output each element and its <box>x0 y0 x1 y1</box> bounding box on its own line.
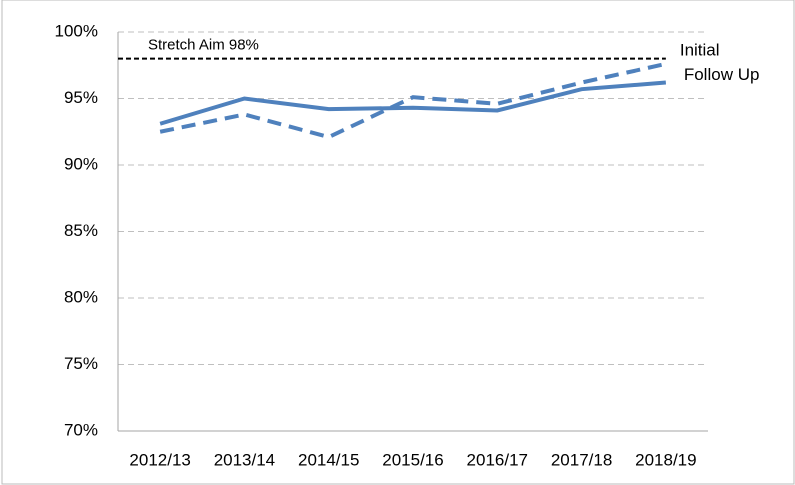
x-tick-label: 2018/19 <box>635 450 696 469</box>
y-tick-label: 90% <box>64 154 98 173</box>
series-line <box>159 61 667 140</box>
y-tick-label: 95% <box>64 88 98 107</box>
x-tick-label: 2017/18 <box>551 450 612 469</box>
y-tick-label: 100% <box>55 21 98 40</box>
x-tick-label: 2016/17 <box>467 450 528 469</box>
y-tick-label: 70% <box>64 420 98 439</box>
reference-label: Stretch Aim 98% <box>148 37 259 54</box>
series-label: Follow Up <box>684 65 760 84</box>
x-tick-label: 2015/16 <box>382 450 443 469</box>
x-tick-label: 2012/13 <box>129 450 190 469</box>
y-tick-label: 85% <box>64 221 98 240</box>
y-tick-label: 80% <box>64 287 98 306</box>
x-tick-label: 2013/14 <box>214 450 275 469</box>
y-tick-label: 75% <box>64 354 98 373</box>
x-tick-label: 2014/15 <box>298 450 359 469</box>
series-label: Initial <box>680 40 720 59</box>
series-line <box>159 80 667 126</box>
